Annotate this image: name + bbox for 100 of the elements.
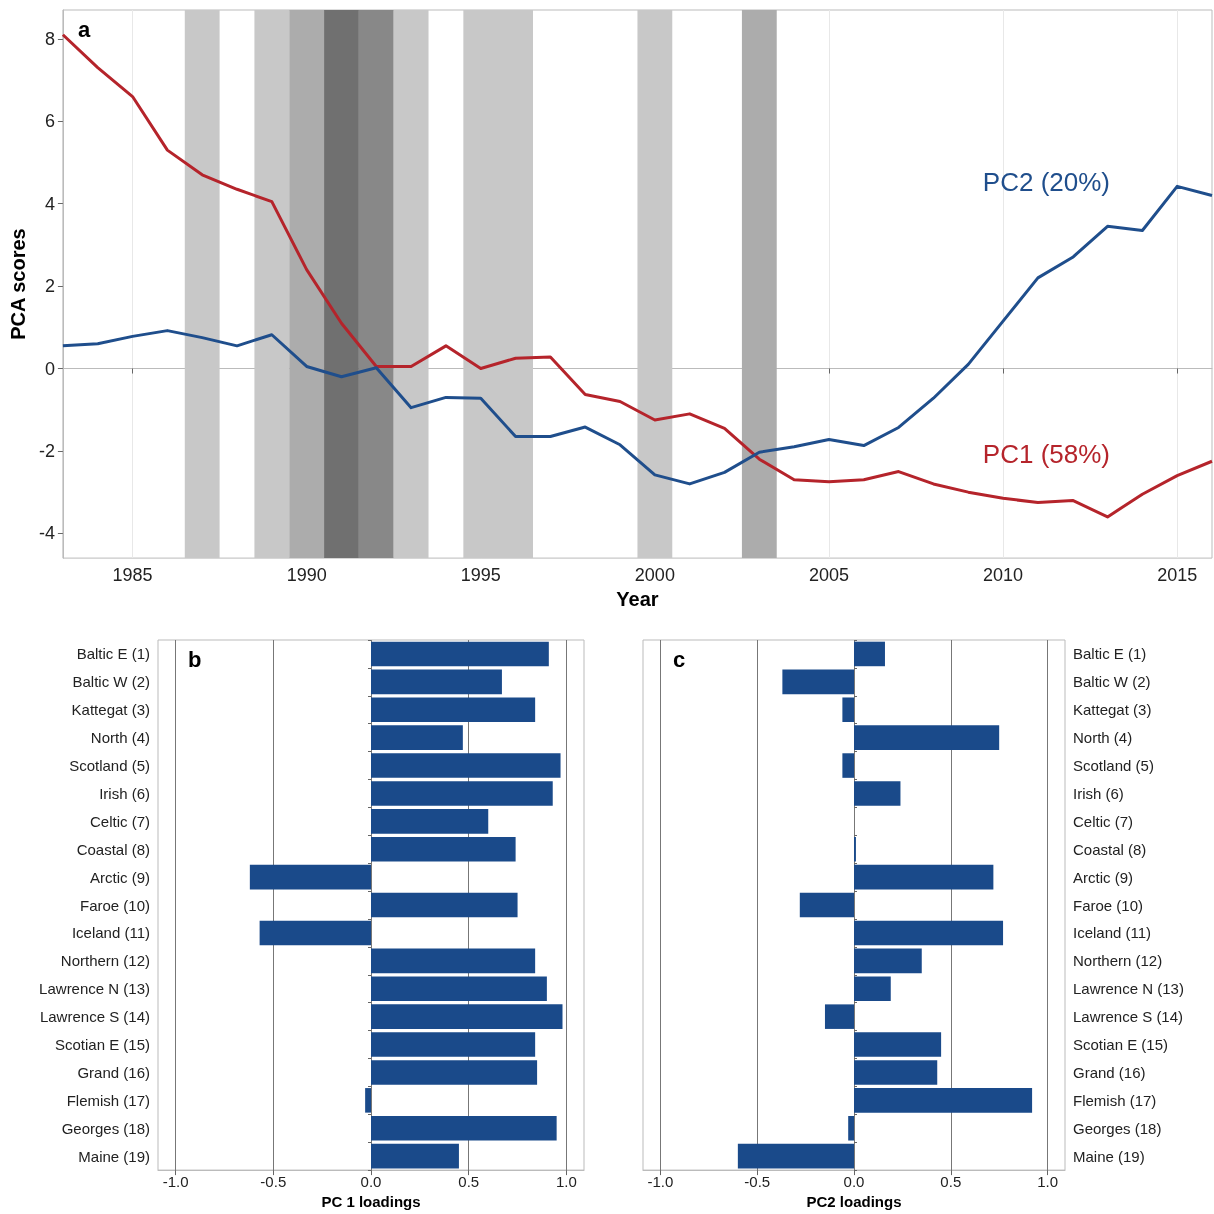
y-tick-label: Celtic (7) (89, 812, 150, 830)
y-tick-label: Arctic (9) (90, 868, 150, 886)
bar (371, 892, 518, 918)
y-tick-label: Scotian E (15) (1073, 1036, 1169, 1054)
y-tick-label: Faroe (10) (1073, 896, 1144, 914)
x-tick-label: -1.0 (162, 1173, 189, 1191)
bar (371, 836, 516, 862)
y-tick-label: -4 (38, 523, 55, 544)
bar (365, 1088, 371, 1113)
series-label: PC1 (58%) (982, 439, 1110, 470)
x-tick-label: -0.5 (260, 1173, 287, 1191)
y-tick-label: Lawrence S (14) (39, 1008, 150, 1026)
y-tick-label: Iceland (11) (1073, 924, 1152, 942)
y-tick-label: 8 (44, 28, 55, 49)
x-tick-label: 1985 (112, 565, 153, 586)
y-tick-label: 4 (44, 193, 55, 214)
y-tick-label: North (4) (1073, 729, 1133, 747)
y-tick-label: Flemish (17) (66, 1091, 150, 1109)
annotation: a (78, 16, 91, 42)
y-tick-label: Lawrence S (14) (1073, 1008, 1184, 1026)
y-tick-label: Kattegat (3) (71, 701, 150, 719)
y-tick-label: Grand (16) (77, 1063, 150, 1081)
bar (854, 641, 885, 667)
bar (854, 864, 994, 890)
y-tick-label: Baltic E (1) (76, 645, 150, 663)
y-tick-label: Iceland (11) (71, 924, 150, 942)
y-tick-label: Baltic E (1) (1073, 645, 1147, 663)
bar (371, 725, 463, 750)
x-tick-label: 0.5 (458, 1173, 480, 1191)
y-tick-label: 2 (44, 276, 55, 297)
bar (854, 1032, 942, 1057)
y-tick-label: Georges (18) (1073, 1119, 1162, 1137)
bar (371, 1115, 557, 1141)
x-tick-label: 0.0 (360, 1173, 382, 1191)
x-axis-title: Year (616, 588, 659, 610)
bar (371, 781, 553, 806)
bar (371, 1032, 536, 1057)
y-tick-label: Kattegat (3) (1073, 701, 1152, 719)
y-tick-label: Faroe (10) (79, 896, 150, 914)
bar (371, 1060, 538, 1085)
bar (854, 948, 922, 974)
bar (371, 1143, 459, 1169)
bar (854, 1060, 938, 1085)
x-axis-title: PC2 loadings (806, 1193, 902, 1210)
y-tick-label: Northern (12) (1073, 952, 1163, 970)
y-tick-label: Northern (12) (60, 952, 150, 970)
x-tick-label: -0.5 (744, 1173, 771, 1191)
bar (824, 1004, 854, 1029)
y-tick-label: Scotland (5) (1073, 757, 1154, 775)
y-tick-label: Baltic W (2) (1073, 673, 1151, 691)
bar (371, 697, 536, 723)
bar (854, 725, 1000, 750)
bar (842, 697, 854, 723)
y-tick-label: Grand (16) (1073, 1063, 1146, 1081)
y-tick-label: Baltic W (2) (72, 673, 150, 691)
x-tick-label: 2010 (983, 565, 1024, 586)
y-tick-label: Coastal (8) (1073, 840, 1147, 858)
y-tick-label: Irish (6) (99, 784, 150, 802)
y-tick-label: North (4) (90, 729, 150, 747)
bar (249, 864, 371, 890)
bar (371, 753, 561, 778)
y-tick-label: Coastal (8) (76, 840, 150, 858)
x-tick-label: -1.0 (647, 1173, 674, 1191)
bar (371, 641, 549, 667)
y-tick-label: Irish (6) (1073, 784, 1124, 802)
bar (799, 892, 854, 918)
y-tick-label: Scotian E (15) (54, 1036, 150, 1054)
y-tick-label: 6 (44, 111, 55, 132)
bar (854, 920, 1004, 946)
y-axis-title: PCA scores (7, 228, 29, 340)
x-tick-label: 2005 (808, 565, 849, 586)
x-tick-label: 1.0 (555, 1173, 577, 1191)
y-tick-label: Maine (19) (1073, 1147, 1145, 1165)
x-tick-label: 1995 (460, 565, 501, 586)
bar (371, 809, 489, 834)
x-tick-label: 2015 (1157, 565, 1198, 586)
y-tick-label: Georges (18) (61, 1119, 150, 1137)
x-tick-label: 0.5 (940, 1173, 962, 1191)
bar (848, 1115, 854, 1141)
x-tick-label: 1990 (286, 565, 327, 586)
bar (842, 753, 854, 778)
y-tick-label: Flemish (17) (1073, 1091, 1157, 1109)
x-tick-label: 2000 (634, 565, 675, 586)
series-label: PC2 (20%) (982, 167, 1110, 198)
annotation: b (188, 646, 202, 672)
bar (371, 1004, 563, 1029)
y-tick-label: Celtic (7) (1073, 812, 1134, 830)
bar (782, 669, 854, 695)
x-tick-label: 0.0 (843, 1173, 865, 1191)
x-axis-title: PC 1 loadings (321, 1193, 421, 1210)
bar (854, 781, 901, 806)
bar (371, 948, 536, 974)
bar (854, 1088, 1033, 1113)
y-tick-label: Lawrence N (13) (39, 980, 150, 998)
bar (259, 920, 371, 946)
y-tick-label: -2 (38, 440, 55, 461)
annotation: c (673, 646, 686, 672)
bar (737, 1143, 854, 1169)
bar (371, 669, 502, 695)
bar (854, 976, 891, 1002)
